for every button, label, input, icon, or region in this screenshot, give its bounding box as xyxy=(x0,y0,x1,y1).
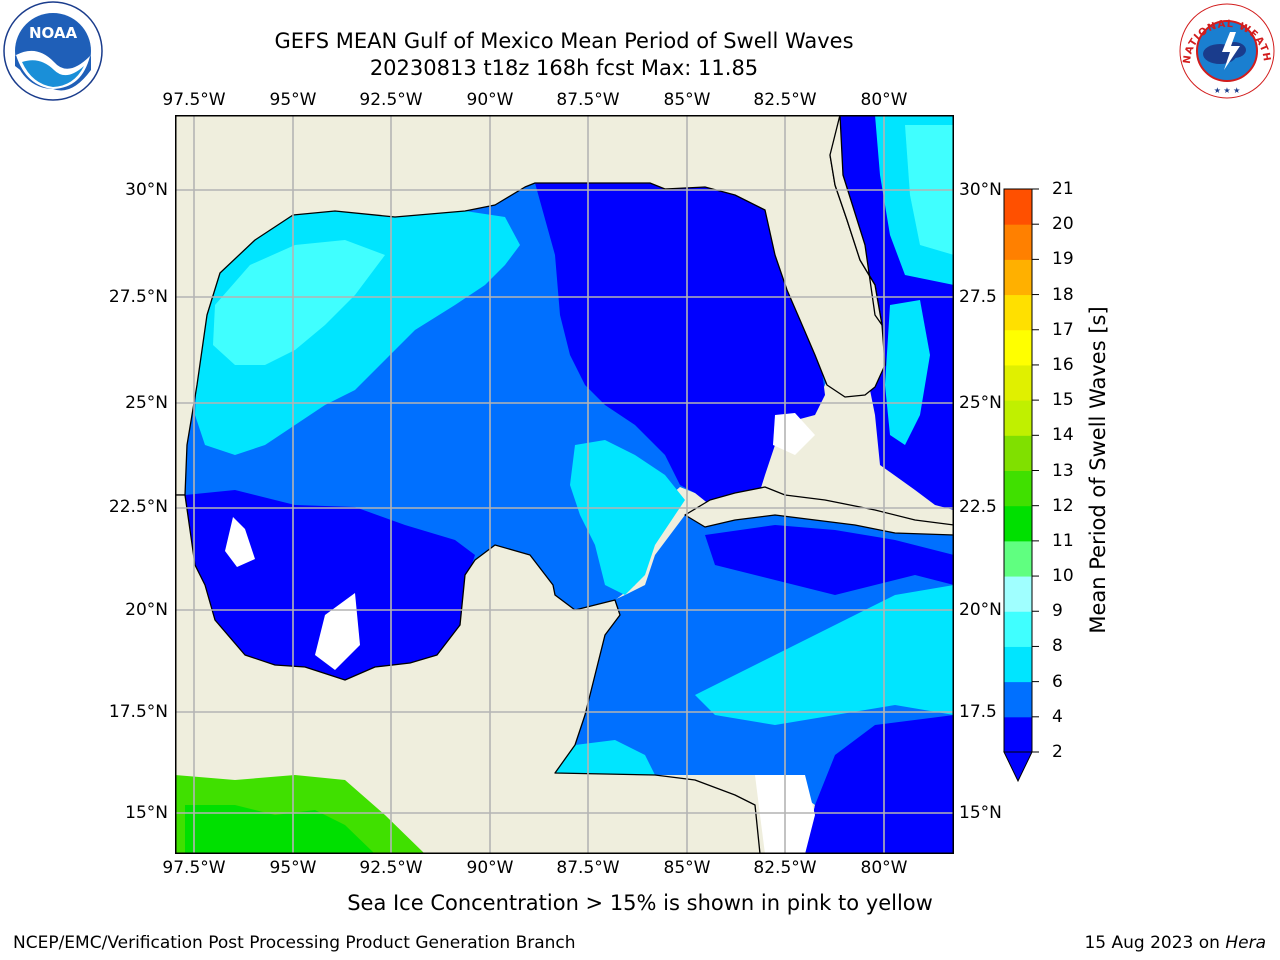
lon-label-top: 95°W xyxy=(269,90,317,110)
lon-label-top: 97.5°W xyxy=(162,90,226,110)
missing-data-bay-of-campeche xyxy=(225,517,255,567)
colorbar-swatches xyxy=(1004,189,1032,753)
swell-field-yucatan-cyan xyxy=(555,740,655,775)
colorbar-tick-label: 4 xyxy=(1052,706,1063,727)
colorbar-tick-label: 9 xyxy=(1052,601,1063,622)
colorbar-swatch xyxy=(1004,259,1032,296)
swell-field-caribbean-south-low xyxy=(805,715,954,854)
lat-label-right: 30°N xyxy=(959,180,1002,200)
colorbar-tick-label: 15 xyxy=(1052,390,1074,411)
machine-name: Hera xyxy=(1225,933,1266,953)
colorbar-tick-label: 18 xyxy=(1052,284,1074,305)
colorbar-swatch xyxy=(1004,435,1032,471)
colorbar-tick-label: 10 xyxy=(1052,566,1074,587)
swell-field-pacific-darkgreen xyxy=(185,805,375,854)
lon-label-top: 87.5°W xyxy=(556,90,620,110)
colorbar-tick-label: 14 xyxy=(1052,425,1074,446)
colorbar-swatch xyxy=(1004,294,1032,331)
colorbar-tick-label: 21 xyxy=(1052,179,1074,199)
colorbar-swatch xyxy=(1004,189,1032,225)
lon-label-bottom: 90°W xyxy=(466,858,514,878)
graticule xyxy=(175,115,954,854)
lon-label-bottom: 92.5°W xyxy=(359,858,423,878)
colorbar-tick-label: 6 xyxy=(1052,671,1063,692)
lat-label-right: 25°N xyxy=(959,393,1002,413)
lon-label-bottom: 97.5°W xyxy=(162,858,226,878)
colorbar-swatch xyxy=(1004,400,1032,436)
swell-field-caribbean-low xyxy=(705,525,954,595)
colorbar-title: Mean Period of Swell Waves [s] xyxy=(1086,306,1110,634)
sea-ice-note: Sea Ice Concentration > 15% is shown in … xyxy=(347,891,933,915)
lat-label-right: 20°N xyxy=(959,600,1002,620)
colorbar-swatch xyxy=(1004,646,1032,683)
colorbar-swatch xyxy=(1004,576,1032,612)
lat-label-left: 27.5°N xyxy=(108,287,168,307)
lon-label-top: 82.5°W xyxy=(753,90,817,110)
missing-data-cuba-channel xyxy=(773,413,815,455)
lon-label-bottom: 80°W xyxy=(860,858,908,878)
lon-label-bottom: 87.5°W xyxy=(556,858,620,878)
missing-data-tabasco xyxy=(315,593,360,670)
lat-label-left: 17.5°N xyxy=(108,702,168,722)
lat-label-right: 17.5 xyxy=(959,702,997,722)
colorbar-swatch xyxy=(1004,329,1032,366)
lat-label-right: 15°N xyxy=(959,803,1002,823)
colorbar-swatch xyxy=(1004,716,1032,753)
colorbar-swatch xyxy=(1004,611,1032,647)
lon-label-bottom: 95°W xyxy=(269,858,317,878)
swell-field-western-gulf-low xyxy=(185,490,475,680)
lon-label-top: 92.5°W xyxy=(359,90,423,110)
colorbar-tick-label: 20 xyxy=(1052,214,1074,235)
colorbar-tick-label: 17 xyxy=(1052,319,1074,340)
colorbar-tick-label: 8 xyxy=(1052,636,1063,657)
lat-label-right: 27.5 xyxy=(959,287,997,307)
colorbar-swatch xyxy=(1004,224,1032,260)
colorbar xyxy=(1003,188,1039,783)
colorbar-tick-label: 13 xyxy=(1052,460,1074,481)
nws-logo: NATIONAL WEATHER SERVICE ★ ★ ★ xyxy=(1178,2,1275,99)
colorbar-tick-label: 11 xyxy=(1052,530,1074,551)
chart-title: GEFS MEAN Gulf of Mexico Mean Period of … xyxy=(274,29,854,53)
noaa-logo-text: NOAA xyxy=(29,24,78,42)
land-mexico xyxy=(175,494,761,854)
land-florida-east xyxy=(829,115,883,326)
colorbar-tick-label: 2 xyxy=(1052,742,1063,762)
lon-label-bottom: 85°W xyxy=(663,858,711,878)
lat-label-left: 20°N xyxy=(125,600,168,620)
generation-date: 15 Aug 2023 on Hera xyxy=(1084,933,1266,953)
lat-label-left: 15°N xyxy=(125,803,168,823)
lat-label-right: 22.5 xyxy=(959,497,997,517)
colorbar-swatch xyxy=(1004,470,1032,507)
colorbar-tick-label: 19 xyxy=(1052,249,1074,270)
colorbar-swatch xyxy=(1004,681,1032,718)
svg-text:★ ★ ★: ★ ★ ★ xyxy=(1214,86,1241,95)
land-cuba xyxy=(684,486,954,536)
lon-label-top: 85°W xyxy=(663,90,711,110)
swell-field-eastern-gulf-low xyxy=(535,183,825,507)
lon-label-top: 90°W xyxy=(466,90,514,110)
swell-field-northwest-lightcyan xyxy=(213,240,385,365)
lon-label-top: 80°W xyxy=(860,90,908,110)
map-frame xyxy=(175,115,954,854)
colorbar-swatch xyxy=(1004,505,1032,542)
colorbar-swatch xyxy=(1004,540,1032,577)
lat-label-left: 25°N xyxy=(125,393,168,413)
colorbar-tick-label: 16 xyxy=(1052,354,1074,375)
generation-date-text: 15 Aug 2023 on xyxy=(1084,933,1220,953)
land-masses xyxy=(175,115,954,854)
chart-subtitle: 20230813 t18z 168h fcst Max: 11.85 xyxy=(369,56,759,80)
colorbar-swatch xyxy=(1004,364,1032,401)
swell-field-central-cyan xyxy=(570,440,685,595)
colorbar-tick-label: 12 xyxy=(1052,495,1074,516)
colorbar-extend-arrow xyxy=(1003,751,1033,783)
swell-field-caribbean-cyan xyxy=(695,585,954,725)
colorbar-ticks xyxy=(1032,188,1039,753)
producer-credit: NCEP/EMC/Verification Post Processing Pr… xyxy=(13,933,576,953)
lon-label-bottom: 82.5°W xyxy=(753,858,817,878)
swell-field-bahamas-cyan xyxy=(885,300,930,445)
noaa-logo: NOAA xyxy=(3,1,103,101)
map-area xyxy=(175,115,954,854)
lat-label-left: 30°N xyxy=(125,180,168,200)
lat-label-left: 22.5°N xyxy=(108,497,168,517)
